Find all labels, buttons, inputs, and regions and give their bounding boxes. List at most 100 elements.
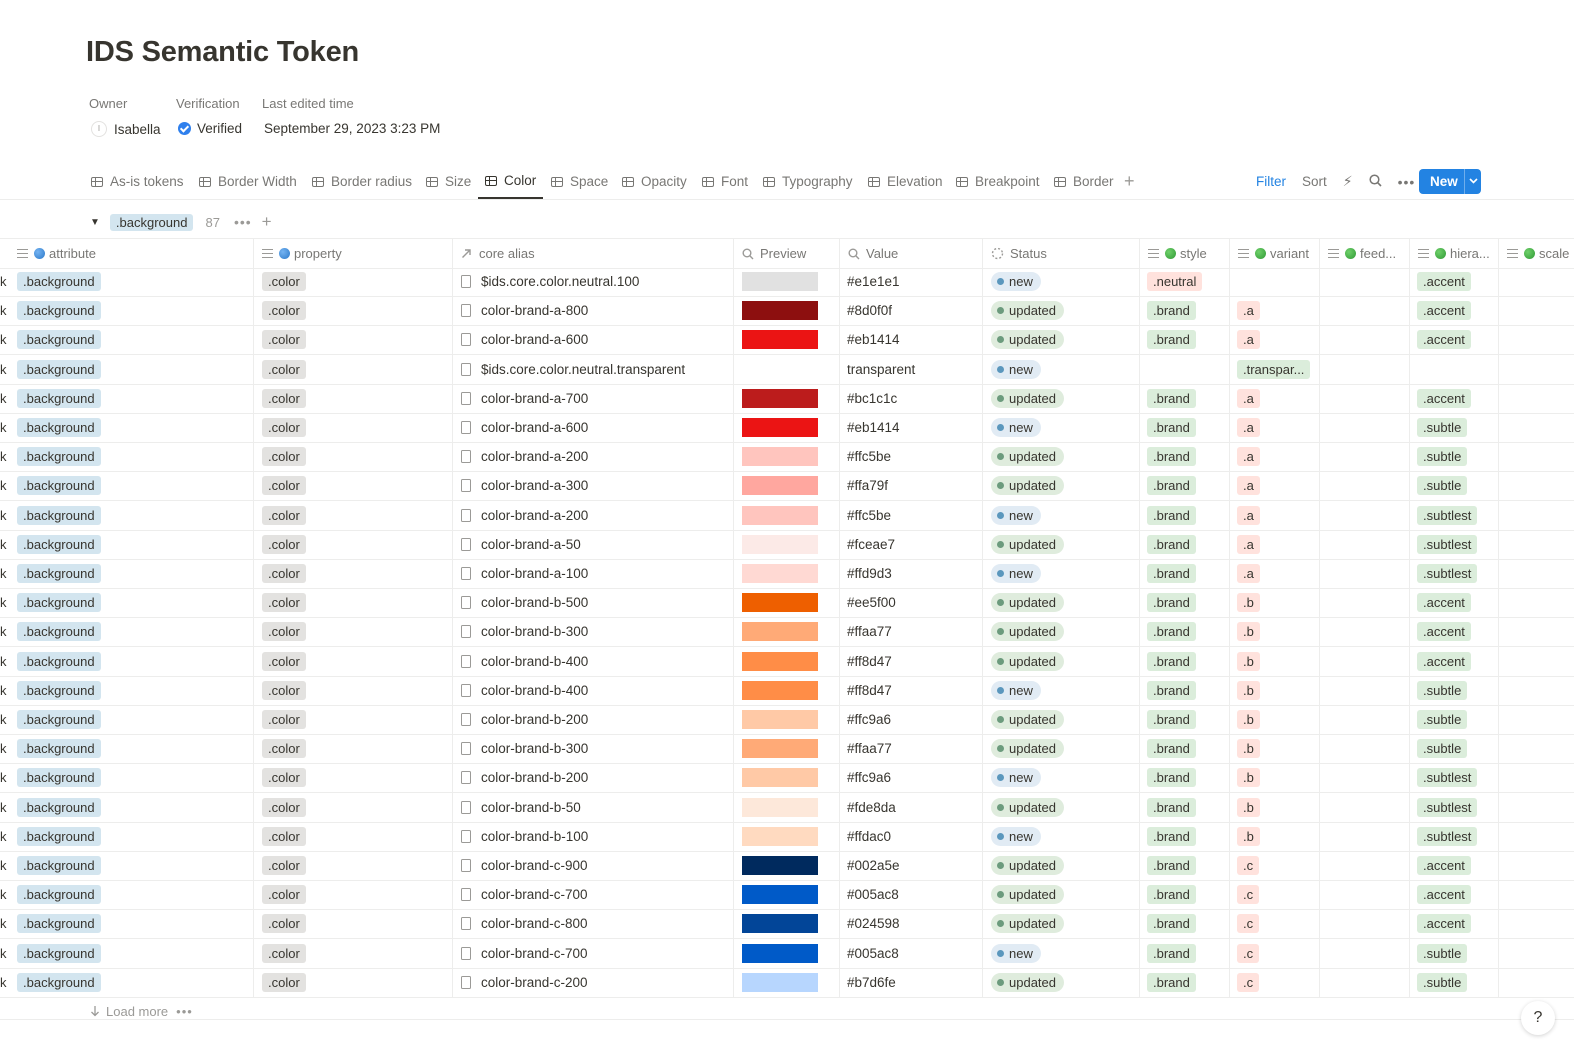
scale-cell[interactable] bbox=[1498, 442, 1574, 472]
tab-breakpoint[interactable]: Breakpoint bbox=[956, 164, 1040, 199]
core-alias-cell[interactable]: color-brand-a-50 bbox=[452, 529, 734, 559]
attribute-cell[interactable]: .background bbox=[17, 763, 253, 792]
core-alias-cell[interactable]: color-brand-c-200 bbox=[452, 967, 734, 997]
attribute-cell[interactable]: .background bbox=[17, 909, 253, 938]
feedback-cell[interactable] bbox=[1319, 354, 1410, 384]
core-alias-link[interactable]: color-brand-b-300 bbox=[481, 624, 589, 640]
hierarchy-cell[interactable]: .subtlest bbox=[1409, 821, 1506, 851]
value-cell[interactable]: #ee5f00 bbox=[839, 588, 983, 618]
feedback-cell[interactable] bbox=[1319, 617, 1410, 647]
scale-cell[interactable] bbox=[1498, 354, 1574, 384]
variant-cell[interactable]: .b bbox=[1229, 821, 1327, 851]
hierarchy-cell[interactable]: .subtle bbox=[1409, 442, 1506, 472]
core-alias-link[interactable]: color-brand-a-700 bbox=[481, 390, 589, 406]
feedback-cell[interactable] bbox=[1319, 646, 1410, 676]
group-more-icon[interactable]: ••• bbox=[233, 214, 252, 230]
value-cell[interactable]: #ffd9d3 bbox=[839, 559, 983, 588]
variant-cell[interactable]: .a bbox=[1229, 413, 1327, 442]
value-cell[interactable]: #bc1c1c bbox=[839, 383, 983, 413]
table-row[interactable]: k .background .color $ids.core.color.neutra… bbox=[0, 267, 1574, 297]
property-cell[interactable]: .color bbox=[253, 383, 460, 413]
core-alias-cell[interactable]: color-brand-b-100 bbox=[452, 821, 734, 851]
table-row[interactable]: k .background .color color-brand-a-700 #bc1c… bbox=[0, 383, 1574, 414]
core-alias-link[interactable]: color-brand-b-500 bbox=[481, 595, 589, 611]
feedback-cell[interactable] bbox=[1319, 325, 1410, 355]
core-alias-link[interactable]: color-brand-c-700 bbox=[481, 887, 588, 903]
feedback-cell[interactable] bbox=[1319, 909, 1410, 939]
scale-cell[interactable] bbox=[1498, 471, 1574, 501]
scale-cell[interactable] bbox=[1498, 529, 1574, 559]
variant-cell[interactable]: .b bbox=[1229, 734, 1327, 764]
variant-cell[interactable]: .b bbox=[1229, 646, 1327, 676]
value-cell[interactable]: #ffdac0 bbox=[839, 821, 983, 851]
status-cell[interactable]: updated bbox=[982, 296, 1148, 326]
core-alias-link[interactable]: color-brand-b-100 bbox=[481, 828, 589, 844]
feedback-cell[interactable] bbox=[1319, 529, 1410, 559]
property-cell[interactable]: .color bbox=[253, 442, 460, 472]
core-alias-cell[interactable]: color-brand-c-700 bbox=[452, 938, 734, 968]
style-cell[interactable]: .brand bbox=[1139, 705, 1237, 734]
hierarchy-cell[interactable]: .subtlest bbox=[1409, 559, 1506, 588]
status-cell[interactable]: new bbox=[982, 559, 1148, 588]
help-button[interactable]: ? bbox=[1521, 1001, 1555, 1035]
core-alias-cell[interactable]: color-brand-b-200 bbox=[452, 763, 734, 793]
column-header-core-alias[interactable]: core alias bbox=[452, 239, 742, 268]
attribute-cell[interactable]: .background bbox=[17, 880, 253, 909]
style-cell[interactable]: .brand bbox=[1139, 675, 1237, 705]
attribute-cell[interactable]: .background bbox=[17, 413, 253, 442]
core-alias-link[interactable]: color-brand-c-200 bbox=[481, 974, 588, 990]
table-row[interactable]: k .background .color color-brand-a-600 #eb14… bbox=[0, 413, 1574, 443]
hierarchy-cell[interactable]: .subtle bbox=[1409, 413, 1506, 442]
attribute-cell[interactable]: .background bbox=[17, 793, 253, 822]
table-row[interactable]: k .background .color color-brand-b-50 #fde8d… bbox=[0, 792, 1574, 823]
attribute-cell[interactable]: .background bbox=[17, 617, 253, 646]
scale-cell[interactable] bbox=[1498, 821, 1574, 851]
core-alias-link[interactable]: color-brand-a-600 bbox=[481, 420, 589, 435]
property-cell[interactable]: .color bbox=[253, 909, 460, 939]
core-alias-link[interactable]: color-brand-c-800 bbox=[481, 916, 588, 932]
core-alias-cell[interactable]: color-brand-b-200 bbox=[452, 705, 734, 734]
property-cell[interactable]: .color bbox=[253, 880, 460, 910]
status-cell[interactable]: updated bbox=[982, 471, 1148, 501]
core-alias-cell[interactable]: color-brand-c-900 bbox=[452, 851, 734, 880]
hierarchy-cell[interactable]: .subtlest bbox=[1409, 500, 1506, 530]
property-cell[interactable]: .color bbox=[253, 354, 460, 384]
core-alias-link[interactable]: $ids.core.color.neutral.100 bbox=[481, 274, 640, 289]
value-cell[interactable]: #ffc9a6 bbox=[839, 763, 983, 793]
core-alias-cell[interactable]: $ids.core.color.neutral.transparent bbox=[452, 354, 734, 384]
value-cell[interactable]: #b7d6fe bbox=[839, 967, 983, 997]
value-cell[interactable]: #8d0f0f bbox=[839, 296, 983, 326]
status-cell[interactable]: new bbox=[982, 821, 1148, 851]
feedback-cell[interactable] bbox=[1319, 442, 1410, 472]
style-cell[interactable]: .brand bbox=[1139, 938, 1237, 968]
hierarchy-cell[interactable]: .accent bbox=[1409, 646, 1506, 676]
attribute-cell[interactable]: .background bbox=[17, 588, 253, 617]
style-cell[interactable]: .brand bbox=[1139, 325, 1237, 355]
core-alias-link[interactable]: color-brand-b-300 bbox=[481, 741, 589, 757]
property-cell[interactable]: .color bbox=[253, 500, 460, 530]
table-row[interactable]: k .background .color color-brand-b-300 #ffaa… bbox=[0, 617, 1574, 648]
value-cell[interactable]: #005ac8 bbox=[839, 938, 983, 968]
feedback-cell[interactable] bbox=[1319, 559, 1410, 588]
variant-cell[interactable]: .b bbox=[1229, 705, 1327, 734]
style-cell[interactable]: .brand bbox=[1139, 734, 1237, 764]
core-alias-link[interactable]: color-brand-a-200 bbox=[481, 507, 589, 523]
variant-cell[interactable]: .c bbox=[1229, 851, 1327, 880]
core-alias-cell[interactable]: color-brand-b-400 bbox=[452, 646, 734, 676]
status-cell[interactable]: updated bbox=[982, 646, 1148, 676]
attribute-cell[interactable]: .background bbox=[17, 939, 253, 968]
table-row[interactable]: k .background .color color-brand-a-50 #fceae… bbox=[0, 529, 1574, 560]
table-row[interactable]: k .background .color color-brand-a-200 #ffc5… bbox=[0, 500, 1574, 531]
style-cell[interactable]: .brand bbox=[1139, 383, 1237, 413]
variant-cell[interactable]: .a bbox=[1229, 529, 1327, 559]
status-cell[interactable]: new bbox=[982, 354, 1148, 384]
variant-cell[interactable]: .b bbox=[1229, 675, 1327, 705]
load-more-button[interactable]: Load more ••• bbox=[90, 1001, 193, 1021]
status-cell[interactable]: updated bbox=[982, 880, 1148, 910]
scale-cell[interactable] bbox=[1498, 967, 1574, 997]
tab-border[interactable]: Border bbox=[1054, 164, 1114, 199]
core-alias-cell[interactable]: color-brand-b-500 bbox=[452, 588, 734, 618]
hierarchy-cell[interactable]: .accent bbox=[1409, 383, 1506, 413]
style-cell[interactable]: .brand bbox=[1139, 296, 1237, 326]
column-header-variant[interactable]: variant bbox=[1229, 239, 1328, 268]
